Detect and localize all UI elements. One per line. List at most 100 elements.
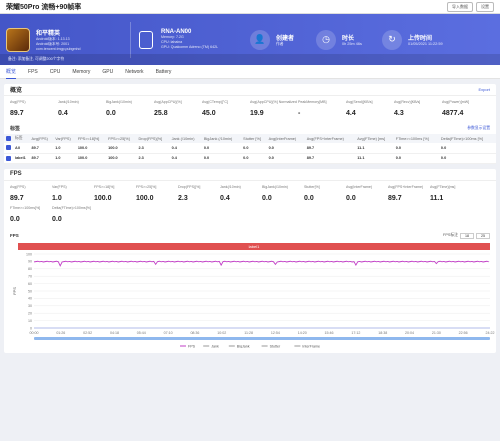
labels-table: 标签 Avg(FPS) Var(FPS) FPS>=18[%] FPS>=25[%] Dr…: [4, 134, 496, 164]
column-header[interactable]: Delta(FTime)>100ms [%]: [438, 134, 496, 143]
fps-series-line: [33, 260, 489, 267]
metric-card: Var(FPS) 1.0: [52, 185, 94, 202]
column-header[interactable]: Avg(FPS+InterFrame): [304, 134, 356, 143]
x-tick-label: 24:22: [486, 331, 495, 335]
game-name: 和平精英: [36, 30, 61, 37]
range-label: FPS标注: [443, 233, 458, 237]
remark-bar[interactable]: 备注: 添加备注, 可调整200个字符: [0, 54, 500, 65]
series-label-bar[interactable]: label1: [18, 242, 490, 250]
metric-label: BigJank(/10min): [262, 184, 288, 189]
tab-network[interactable]: Network: [125, 68, 144, 75]
column-header[interactable]: FTime>=100ms [%]: [393, 134, 439, 143]
column-header[interactable]: Jank (/10min): [169, 134, 202, 143]
table-cell: 11.1: [355, 153, 394, 164]
column-header[interactable]: 标签: [13, 134, 30, 143]
y-tick-label: 20: [28, 311, 32, 315]
row-checkbox-cell[interactable]: [4, 153, 14, 164]
x-tick-label: 22:56: [459, 331, 468, 335]
metric-label: Avg(FTime)[ms]: [430, 184, 456, 189]
stat-label: 上传时间: [408, 36, 433, 42]
metric-card: Avg(FPS) 89.7: [10, 185, 52, 202]
metric-value: 0.4: [220, 194, 230, 202]
range-min-input[interactable]: 18: [460, 232, 474, 239]
tab-memory[interactable]: Memory: [72, 68, 91, 75]
table-cell: 89.7: [29, 153, 54, 164]
column-header[interactable]: BigJank (/10min): [201, 134, 242, 143]
table-cell: 0.0: [266, 143, 305, 154]
metric-value: 0.0: [304, 194, 314, 202]
export-link[interactable]: Export: [478, 87, 490, 92]
column-header[interactable]: Drop(FPS)[%]: [136, 134, 170, 143]
table-cell: label1: [13, 153, 30, 164]
metric-label: Avg(FPS): [10, 184, 26, 189]
title-bar: 荣耀50Pro 流畅+90帧率 导入数据 设置: [0, 0, 500, 14]
column-header[interactable]: FPS>=18[%]: [75, 134, 107, 143]
column-settings-link[interactable]: 参数显示设置: [467, 126, 490, 130]
metric-label: Avg(FPS+InterFrame): [388, 184, 424, 189]
stat-value: 作者: [276, 41, 284, 46]
tab-overview[interactable]: 概览: [6, 65, 17, 79]
x-tick-label: 12:54: [271, 331, 280, 335]
legend-label: Stutter: [270, 344, 281, 348]
checkbox[interactable]: [6, 155, 11, 161]
tab-gpu[interactable]: GPU: [102, 68, 114, 75]
column-header[interactable]: Avg(FTime) [ms]: [355, 134, 394, 143]
fps-line-chart[interactable]: 0 10 20 30 40 50 60 70 80 90 100 00:00 01:26 02:52 04:…: [10, 250, 498, 348]
table-cell: 0.0: [438, 143, 496, 154]
select-all-header[interactable]: [4, 134, 14, 143]
overview-metrics: Avg(FPS) 89.7 Jank(/10min) 0.4 BigJank(/10mi…: [4, 96, 496, 123]
tab-battery[interactable]: Battery: [155, 68, 172, 75]
metric-card: Avg(Power)[mW] 4877.4: [442, 100, 490, 117]
metric-value: 0.4: [58, 110, 68, 117]
table-cell: 100.0: [106, 143, 137, 154]
metric-label: Avg(Power)[mW]: [442, 100, 470, 104]
x-tick-label: 11:28: [244, 331, 253, 335]
metric-value: 1.0: [52, 194, 62, 202]
table-cell: 0.0: [241, 143, 267, 154]
table-row[interactable]: label1 89.7 1.0 100.0 100.0 2.3 0.4 0.0 0.0 0.0 89…: [4, 153, 496, 164]
metric-card: PeakMemory[MB] -: [298, 100, 346, 117]
metric-card: Avg(InterFrame) 0.0: [346, 185, 388, 202]
overview-header: 概览 Export: [4, 84, 496, 96]
chart-toolbar: FPS FPS标注 18 25: [10, 231, 490, 241]
column-header[interactable]: Var(FPS): [53, 134, 76, 143]
metric-card: BigJank(/10min) 0.0: [106, 100, 154, 117]
metric-card: Jank(/10min) 0.4: [58, 100, 106, 117]
table-cell: 0.0: [438, 153, 496, 164]
checkbox[interactable]: [6, 145, 11, 151]
metric-value: 11.1: [430, 194, 444, 202]
game-package: com.tencent.tmgp.pubgmhd: [36, 46, 81, 51]
table-row[interactable]: All 89.7 1.0 100.0 100.0 2.3 0.4 0.0 0.0 0.0 89.7 1…: [4, 143, 496, 154]
phone-icon: [139, 30, 153, 49]
overview-panel: 概览 Export Avg(FPS) 89.7 Jank(/10min) 0.4 Big…: [4, 84, 496, 164]
legend-label: InterFrame: [302, 344, 320, 348]
metric-value: 45.0: [202, 110, 216, 117]
table-cell: 1.0: [53, 143, 76, 154]
table-cell: 0.4: [169, 153, 202, 164]
x-tick-label: 21:30: [432, 331, 441, 335]
x-tick-label: 04:18: [110, 331, 119, 335]
stat-creator: 👤 创建者 作者: [250, 29, 316, 50]
metric-card: Avg(Recv)[KB/s] 4.3: [394, 100, 442, 117]
settings-button[interactable]: 设置: [476, 1, 494, 12]
metric-value: 89.7: [10, 194, 24, 202]
y-tick-label: 70: [28, 274, 32, 278]
row-checkbox-cell[interactable]: [4, 143, 14, 154]
stat-value: 0h 25m 46s: [342, 42, 362, 46]
x-tick-label: 17:12: [351, 331, 360, 335]
stat-label: 时长: [342, 36, 355, 42]
stat-upload-time: ↻ 上传时间 01/05/2021 11:22:59: [382, 29, 472, 50]
column-header[interactable]: FPS>=25[%]: [106, 134, 137, 143]
tab-fps[interactable]: FPS: [28, 68, 38, 75]
column-header[interactable]: Avg(FPS): [29, 134, 54, 143]
x-tick-label: 02:52: [83, 331, 92, 335]
tab-cpu[interactable]: CPU: [49, 68, 61, 75]
y-tick-label: 90: [28, 259, 32, 263]
range-max-input[interactable]: 25: [476, 232, 490, 239]
metric-value: 19.9: [250, 110, 264, 117]
column-header[interactable]: Avg(InterFrame): [266, 134, 305, 143]
column-header[interactable]: Stutter [%]: [241, 134, 267, 143]
x-tick-label: 01:26: [56, 331, 65, 335]
import-button[interactable]: 导入数据: [447, 1, 473, 12]
checkbox[interactable]: [6, 136, 11, 141]
